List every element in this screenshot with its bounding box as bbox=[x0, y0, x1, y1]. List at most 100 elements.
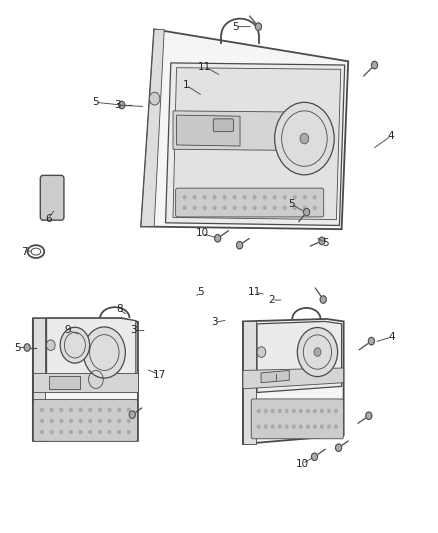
Circle shape bbox=[307, 409, 309, 413]
Circle shape bbox=[304, 206, 306, 209]
Circle shape bbox=[99, 419, 101, 423]
Polygon shape bbox=[173, 68, 341, 220]
Circle shape bbox=[244, 196, 246, 199]
Text: 5: 5 bbox=[197, 287, 204, 297]
Circle shape bbox=[203, 206, 206, 209]
Circle shape bbox=[50, 419, 53, 423]
Text: 11: 11 bbox=[248, 287, 261, 297]
Circle shape bbox=[300, 425, 302, 429]
Polygon shape bbox=[243, 368, 344, 389]
Text: 10: 10 bbox=[296, 459, 309, 469]
Circle shape bbox=[79, 431, 82, 434]
Circle shape bbox=[237, 241, 243, 249]
Circle shape bbox=[263, 196, 266, 199]
Circle shape bbox=[272, 409, 274, 413]
Circle shape bbox=[127, 431, 130, 434]
Circle shape bbox=[183, 196, 186, 199]
Circle shape bbox=[273, 206, 276, 209]
Circle shape bbox=[89, 431, 92, 434]
Text: 5: 5 bbox=[232, 22, 239, 31]
FancyBboxPatch shape bbox=[176, 188, 324, 217]
Circle shape bbox=[223, 206, 226, 209]
Circle shape bbox=[300, 409, 302, 413]
Text: 2: 2 bbox=[268, 295, 275, 305]
Circle shape bbox=[336, 444, 342, 451]
Circle shape bbox=[203, 196, 206, 199]
Circle shape bbox=[83, 327, 125, 378]
Circle shape bbox=[70, 408, 72, 411]
Circle shape bbox=[255, 23, 261, 30]
Circle shape bbox=[314, 425, 316, 429]
Circle shape bbox=[258, 425, 260, 429]
Circle shape bbox=[215, 235, 221, 242]
Text: 6: 6 bbox=[45, 214, 52, 223]
Text: 11: 11 bbox=[198, 62, 211, 71]
Circle shape bbox=[286, 409, 288, 413]
Circle shape bbox=[129, 411, 135, 418]
Circle shape bbox=[314, 409, 316, 413]
Polygon shape bbox=[177, 115, 240, 146]
Circle shape bbox=[89, 408, 92, 411]
Circle shape bbox=[89, 419, 92, 423]
Circle shape bbox=[127, 408, 130, 411]
Circle shape bbox=[279, 425, 281, 429]
Circle shape bbox=[314, 206, 316, 209]
Circle shape bbox=[24, 344, 30, 351]
Text: 3: 3 bbox=[211, 318, 218, 327]
Polygon shape bbox=[33, 318, 46, 441]
Circle shape bbox=[233, 206, 236, 209]
Circle shape bbox=[118, 431, 120, 434]
Circle shape bbox=[293, 206, 296, 209]
Circle shape bbox=[366, 412, 372, 419]
Circle shape bbox=[60, 419, 63, 423]
Circle shape bbox=[368, 337, 374, 345]
Circle shape bbox=[335, 409, 337, 413]
Polygon shape bbox=[49, 376, 80, 389]
Circle shape bbox=[304, 196, 306, 199]
Text: 9: 9 bbox=[64, 326, 71, 335]
Circle shape bbox=[223, 196, 226, 199]
Circle shape bbox=[193, 196, 196, 199]
Circle shape bbox=[297, 327, 338, 376]
Text: 4: 4 bbox=[388, 131, 395, 141]
Circle shape bbox=[273, 196, 276, 199]
Circle shape bbox=[275, 102, 334, 175]
Circle shape bbox=[304, 208, 310, 216]
Circle shape bbox=[265, 409, 267, 413]
Circle shape bbox=[311, 453, 318, 461]
Circle shape bbox=[321, 409, 323, 413]
Text: 10: 10 bbox=[196, 229, 209, 238]
Circle shape bbox=[118, 408, 120, 411]
Circle shape bbox=[41, 408, 43, 411]
Circle shape bbox=[118, 419, 120, 423]
Circle shape bbox=[328, 409, 330, 413]
Circle shape bbox=[258, 409, 260, 413]
Circle shape bbox=[253, 206, 256, 209]
Text: 5: 5 bbox=[14, 343, 21, 352]
Polygon shape bbox=[257, 321, 342, 392]
Polygon shape bbox=[46, 318, 136, 386]
Circle shape bbox=[265, 425, 267, 429]
Circle shape bbox=[213, 196, 216, 199]
FancyBboxPatch shape bbox=[40, 175, 64, 220]
Polygon shape bbox=[173, 111, 285, 150]
Circle shape bbox=[335, 425, 337, 429]
Circle shape bbox=[293, 409, 295, 413]
FancyBboxPatch shape bbox=[251, 399, 343, 439]
Circle shape bbox=[320, 296, 326, 303]
Circle shape bbox=[321, 425, 323, 429]
Circle shape bbox=[119, 101, 125, 109]
Circle shape bbox=[371, 61, 378, 69]
Polygon shape bbox=[33, 318, 138, 441]
Circle shape bbox=[46, 340, 55, 351]
Circle shape bbox=[233, 196, 236, 199]
Circle shape bbox=[314, 348, 321, 357]
Circle shape bbox=[99, 431, 101, 434]
Circle shape bbox=[108, 419, 111, 423]
Circle shape bbox=[108, 408, 111, 411]
Circle shape bbox=[60, 408, 63, 411]
Circle shape bbox=[253, 196, 256, 199]
Text: 3: 3 bbox=[130, 326, 137, 335]
FancyBboxPatch shape bbox=[33, 399, 138, 441]
Text: 7: 7 bbox=[21, 247, 28, 257]
